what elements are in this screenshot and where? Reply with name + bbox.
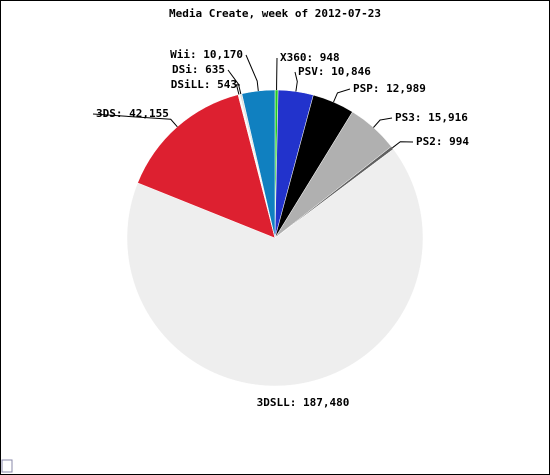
leader-line — [245, 54, 259, 92]
slice-label: DSiLL: 543 — [171, 78, 237, 91]
leader-line — [333, 88, 351, 103]
slice-label: X360: 948 — [280, 51, 340, 64]
slice-label: PS2: 994 — [416, 135, 469, 148]
chart-title: Media Create, week of 2012-07-23 — [169, 7, 381, 20]
corner-icon — [1, 459, 13, 473]
slice-label: PSV: 10,846 — [298, 65, 371, 78]
leader-line — [373, 117, 393, 128]
slice-label: Wii: 10,170 — [170, 48, 243, 61]
slice-label: 3DSLL: 187,480 — [257, 396, 350, 409]
slice-label: DSi: 635 — [172, 63, 225, 76]
leader-line — [294, 71, 298, 92]
slice-label: PSP: 12,989 — [353, 82, 426, 95]
leader-line — [92, 113, 178, 128]
slice-label: PS3: 15,916 — [395, 111, 468, 124]
slice-label: 3DS: 42,155 — [96, 107, 169, 120]
leader-line — [227, 69, 242, 95]
leader-line — [392, 141, 414, 149]
